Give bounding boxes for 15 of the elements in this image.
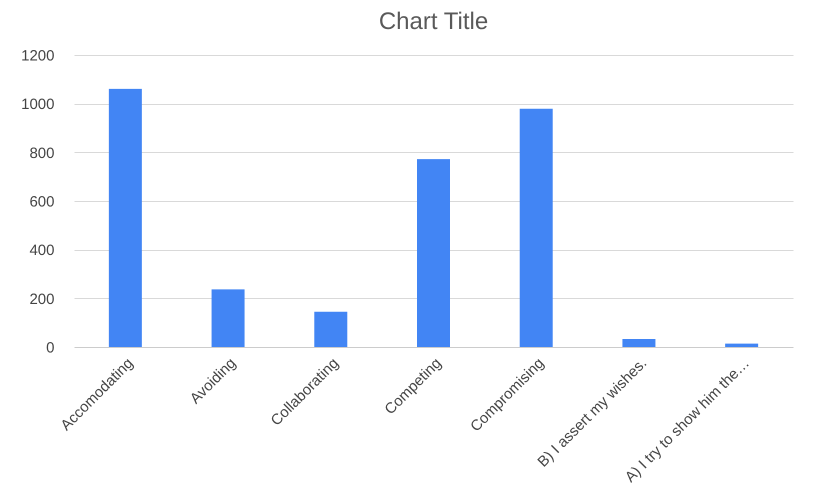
y-tick-label: 400 <box>29 242 54 260</box>
bar <box>725 344 758 347</box>
bar <box>212 289 245 347</box>
y-tick-label: 800 <box>29 144 54 162</box>
y-tick-label: 200 <box>29 290 54 308</box>
bar <box>417 159 450 347</box>
y-tick-label: 600 <box>29 194 54 210</box>
y-tick-label: 1000 <box>21 96 54 114</box>
bar <box>108 88 142 347</box>
bar <box>622 338 656 347</box>
y-tick-label: 1200 <box>21 48 54 64</box>
bar <box>314 312 348 347</box>
y-tick-label: 0 <box>46 340 54 356</box>
bar <box>520 108 553 347</box>
chart-title: Chart Title <box>378 8 488 35</box>
